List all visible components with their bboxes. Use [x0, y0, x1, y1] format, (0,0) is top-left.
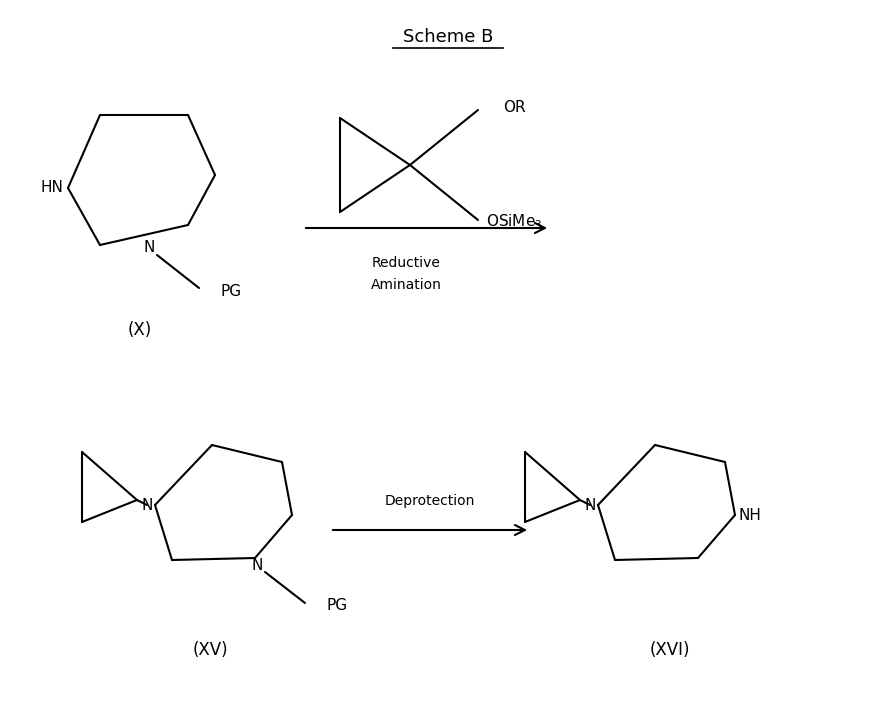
Text: PG: PG: [221, 283, 242, 298]
Text: NH: NH: [739, 508, 762, 523]
Text: Scheme B: Scheme B: [403, 28, 493, 46]
Text: PG: PG: [327, 597, 349, 613]
Text: (X): (X): [128, 321, 152, 339]
Text: N: N: [251, 558, 263, 573]
Text: N: N: [143, 240, 155, 255]
Text: OR: OR: [503, 101, 526, 116]
Text: OSiMe$_3$: OSiMe$_3$: [486, 213, 542, 232]
Text: HN: HN: [40, 180, 63, 196]
Text: (XV): (XV): [192, 641, 228, 659]
Text: N: N: [142, 498, 153, 513]
Text: (XVI): (XVI): [650, 641, 690, 659]
Text: Reductive: Reductive: [372, 256, 441, 270]
Text: Deprotection: Deprotection: [384, 494, 475, 508]
Text: N: N: [584, 498, 596, 513]
Text: Amination: Amination: [371, 278, 442, 292]
